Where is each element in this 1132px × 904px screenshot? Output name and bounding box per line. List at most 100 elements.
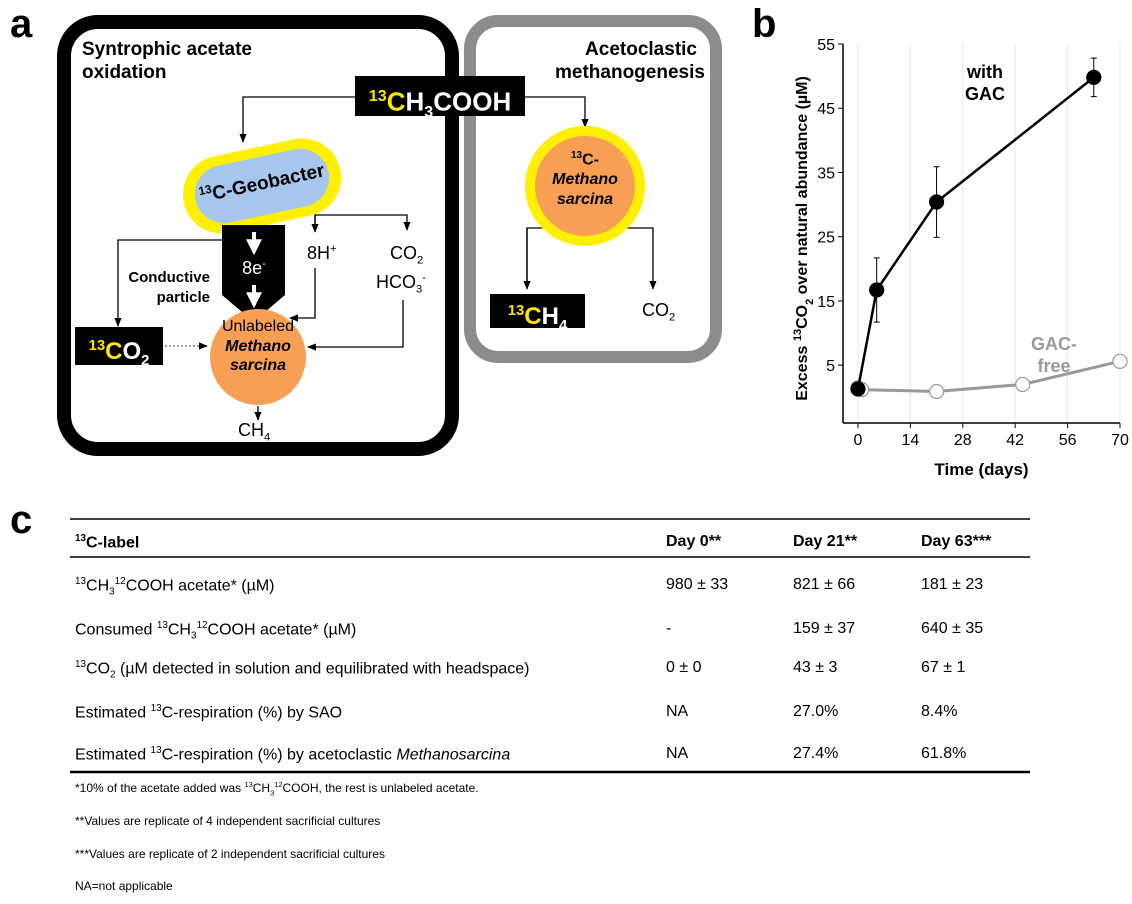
ch4: CH4 bbox=[238, 420, 270, 444]
x-tick-label: 42 bbox=[1006, 432, 1024, 449]
text: 13 bbox=[151, 745, 162, 756]
table-cell: 0 ± 0 bbox=[666, 659, 701, 677]
text: C bbox=[524, 303, 541, 330]
series-label: with GAC bbox=[950, 61, 1020, 105]
text: Consumed bbox=[75, 621, 157, 638]
co2: CO2 bbox=[390, 243, 423, 267]
x-tick-label: 56 bbox=[1059, 432, 1077, 449]
table-cell: Consumed 13CH312COOH acetate* (µM) bbox=[75, 620, 356, 642]
data-point bbox=[1016, 377, 1030, 391]
table-cell: Estimated 13C-respiration (%) by SAO bbox=[75, 703, 342, 722]
y-tick-label: 35 bbox=[817, 165, 835, 182]
y-tick-label: 55 bbox=[817, 37, 835, 54]
text: - bbox=[262, 258, 266, 270]
table-cell: 67 ± 1 bbox=[921, 659, 965, 677]
table-header: 13C-label bbox=[75, 533, 139, 552]
text: Estimated bbox=[75, 746, 151, 763]
text: 12 bbox=[196, 620, 207, 631]
text: Excess bbox=[794, 341, 811, 401]
text: C-respiration (%) by SAO bbox=[162, 704, 343, 721]
text: 3 bbox=[191, 631, 197, 642]
text: (µM detected in solution and equilibrate… bbox=[116, 660, 530, 677]
text: C bbox=[387, 87, 406, 117]
table-header: Day 0** bbox=[666, 533, 721, 551]
text: 13 bbox=[508, 303, 525, 319]
panel-label: b bbox=[752, 2, 776, 47]
table-cell: NA bbox=[666, 703, 688, 721]
panel-label: a bbox=[10, 2, 32, 47]
text: CO bbox=[642, 300, 669, 320]
text: CO bbox=[794, 305, 811, 329]
text: 4 bbox=[559, 318, 567, 334]
labeled-ch4: 13CH4 bbox=[490, 294, 585, 328]
table-cell: 821 ± 66 bbox=[793, 576, 855, 594]
text: Methanosarcina bbox=[396, 746, 510, 763]
text: CH bbox=[168, 621, 191, 638]
text: C-respiration (%) by acetoclastic bbox=[162, 746, 397, 763]
text: 13 bbox=[369, 87, 387, 105]
text: 4 bbox=[264, 432, 270, 444]
text: H bbox=[542, 303, 559, 330]
text: COOH acetate* (µM) bbox=[208, 621, 357, 638]
y-tick-label: 25 bbox=[817, 230, 835, 247]
conductive-label: Conductive particle bbox=[108, 268, 210, 308]
text: 12 bbox=[115, 576, 126, 587]
x-axis-title: Time (days) bbox=[934, 460, 1028, 479]
protons: 8H+ bbox=[307, 243, 337, 264]
text: *10% of the acetate added was bbox=[75, 781, 244, 795]
y-tick-label: 5 bbox=[826, 358, 835, 375]
table-cell: 159 ± 37 bbox=[793, 620, 855, 638]
y-tick-label: 45 bbox=[817, 101, 835, 118]
text: COOH acetate* (µM) bbox=[126, 577, 275, 594]
diagram-title: Acetoclastic methanogenesis bbox=[555, 38, 697, 84]
table-rules bbox=[70, 519, 1030, 772]
text: Estimated bbox=[75, 704, 151, 721]
table-cell: 27.4% bbox=[793, 745, 838, 763]
text: C- bbox=[582, 151, 599, 168]
table-cell: NA bbox=[666, 745, 688, 763]
text: CH bbox=[253, 781, 270, 795]
table-cell: 13CH312COOH acetate* (µM) bbox=[75, 576, 275, 598]
text: + bbox=[330, 243, 337, 255]
text: sarcina bbox=[230, 357, 286, 374]
table-cell: 43 ± 3 bbox=[793, 659, 837, 677]
text: 8H bbox=[307, 243, 330, 263]
text: 13 bbox=[75, 576, 86, 587]
series-label: GAC-free bbox=[1030, 333, 1078, 377]
x-tick-label: 14 bbox=[901, 432, 919, 449]
text: 3 bbox=[109, 587, 115, 598]
x-tick-label: 28 bbox=[954, 432, 972, 449]
data-point bbox=[1113, 354, 1127, 368]
figure-graphics: 0142842567051525354555Time (days)Excess … bbox=[0, 0, 1132, 904]
text: 13 bbox=[75, 659, 86, 670]
text: - bbox=[422, 272, 426, 284]
bicarbonate: HCO3- bbox=[376, 272, 426, 296]
footnote: ***Values are replicate of 2 independent… bbox=[75, 847, 385, 861]
unlabeled: Unlabeled bbox=[198, 318, 318, 336]
text: 2 bbox=[141, 353, 149, 369]
text: COOH, the rest is unlabeled acetate. bbox=[283, 781, 479, 795]
footnote: **Values are replicate of 4 independent … bbox=[75, 814, 380, 828]
text: 13 bbox=[571, 150, 582, 161]
text: 13 bbox=[75, 533, 86, 544]
text: HCO bbox=[376, 272, 416, 292]
text: C bbox=[105, 338, 122, 365]
text: 13 bbox=[157, 620, 168, 631]
data-point bbox=[930, 195, 944, 209]
text: 3 bbox=[424, 103, 433, 121]
data-point bbox=[1087, 70, 1101, 84]
table-header: Day 21** bbox=[793, 533, 857, 551]
data-point bbox=[851, 382, 865, 396]
table-cell: Estimated 13C-respiration (%) by acetocl… bbox=[75, 745, 510, 764]
table-cell: 980 ± 33 bbox=[666, 576, 728, 594]
footnote: *10% of the acetate added was 13CH312COO… bbox=[75, 780, 479, 797]
footnote: NA=not applicable bbox=[75, 879, 173, 893]
table-cell: - bbox=[666, 620, 671, 638]
substrate: 13CH3COOH bbox=[355, 76, 525, 116]
text: 13 bbox=[151, 703, 162, 714]
text: CH bbox=[86, 577, 109, 594]
text: 12 bbox=[274, 780, 282, 789]
text: 8e bbox=[242, 258, 262, 278]
